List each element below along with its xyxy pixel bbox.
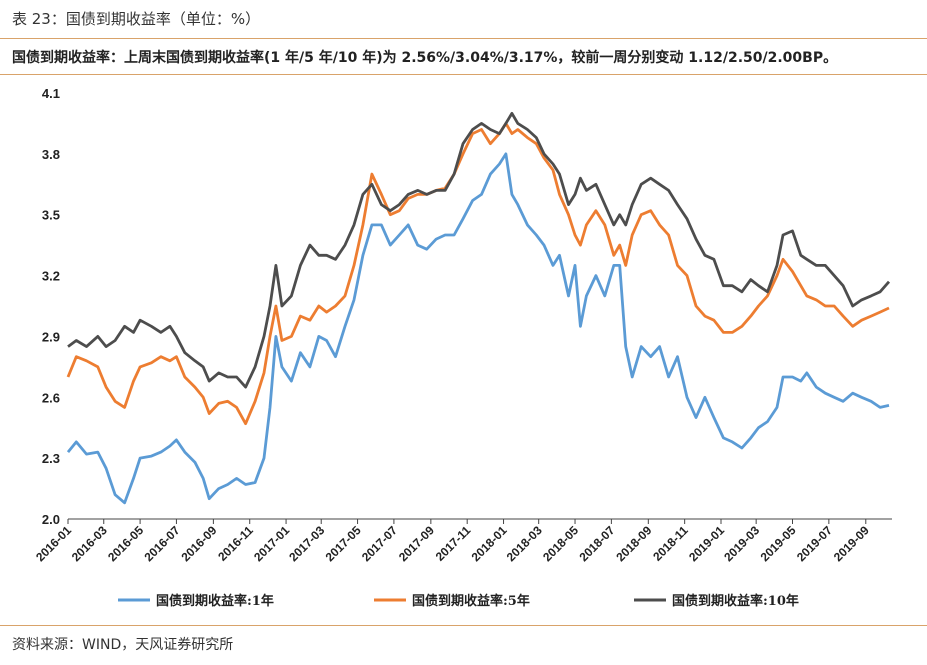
x-tick-label: 2019-05 <box>758 523 799 564</box>
y-tick-label: 2.6 <box>42 390 60 405</box>
x-tick-label: 2017-09 <box>396 523 437 564</box>
x-tick-label: 2018-03 <box>504 523 545 564</box>
y-tick-label: 4.1 <box>42 86 60 101</box>
yield-line-chart: 2.02.32.62.93.23.53.84.1 2016-012016-032… <box>33 86 892 609</box>
y-tick-label: 2.9 <box>42 329 60 344</box>
series-line-10y <box>67 111 891 389</box>
y-axis: 2.0 2.3 2.6 2.9 3.2 3.5 3.8 4.1 <box>42 86 60 527</box>
x-tick-label: 2018-07 <box>576 523 617 564</box>
y-tick-label: 3.5 <box>42 208 60 223</box>
summary-text: 国债到期收益率：上周末国债到期收益率(1 年/5 年/10 年)为 2.56%/… <box>12 50 838 66</box>
caption-divider <box>0 38 927 39</box>
x-tick-label: 2019-01 <box>686 523 727 564</box>
x-tick-label: 2019-03 <box>721 523 762 564</box>
x-tick-label: 2016-09 <box>178 523 219 564</box>
x-tick-label: 2019-07 <box>794 523 835 564</box>
x-axis: 2016-012016-032016-052016-072016-092016-… <box>33 518 892 564</box>
x-tick-label: 2016-05 <box>105 523 146 564</box>
source-note: 资料来源：WIND，天风证券研究所 <box>12 637 234 653</box>
x-tick-label: 2017-05 <box>323 523 364 564</box>
x-tick-label: 2017-03 <box>286 523 327 564</box>
x-tick-label: 2018-05 <box>540 523 581 564</box>
x-tick-label: 2017-11 <box>433 523 474 564</box>
y-tick-label: 2.3 <box>42 451 60 466</box>
x-tick-label: 2018-09 <box>613 523 654 564</box>
series-line-1y <box>66 152 890 505</box>
x-tick-label: 2018-11 <box>650 523 691 564</box>
y-tick-label: 3.8 <box>42 147 60 162</box>
series-line-5y <box>66 122 890 426</box>
source-divider <box>0 625 927 626</box>
x-tick-label: 2018-01 <box>469 523 510 564</box>
legend-label: 国债到期收益率:10年 <box>672 593 799 609</box>
y-tick-label: 3.2 <box>42 269 60 284</box>
x-tick-label: 2016-01 <box>33 523 74 564</box>
x-tick-label: 2017-01 <box>251 523 292 564</box>
table-caption: 表 23：国债到期收益率（单位：%） <box>12 10 261 28</box>
x-tick-label: 2016-11 <box>215 523 256 564</box>
legend-label: 国债到期收益率:5年 <box>412 593 530 609</box>
series-lines <box>66 111 891 505</box>
legend-label: 国债到期收益率:1年 <box>156 593 274 609</box>
x-tick-label: 2016-03 <box>69 523 110 564</box>
chart-legend: 国债到期收益率:1年 国债到期收益率:5年 国债到期收益率:10年 <box>118 593 799 609</box>
x-tick-label: 2019-09 <box>831 523 872 564</box>
y-tick-label: 2.0 <box>42 512 60 527</box>
x-tick-label: 2017-07 <box>359 523 400 564</box>
x-tick-label: 2016-07 <box>142 523 183 564</box>
summary-divider <box>0 74 927 75</box>
